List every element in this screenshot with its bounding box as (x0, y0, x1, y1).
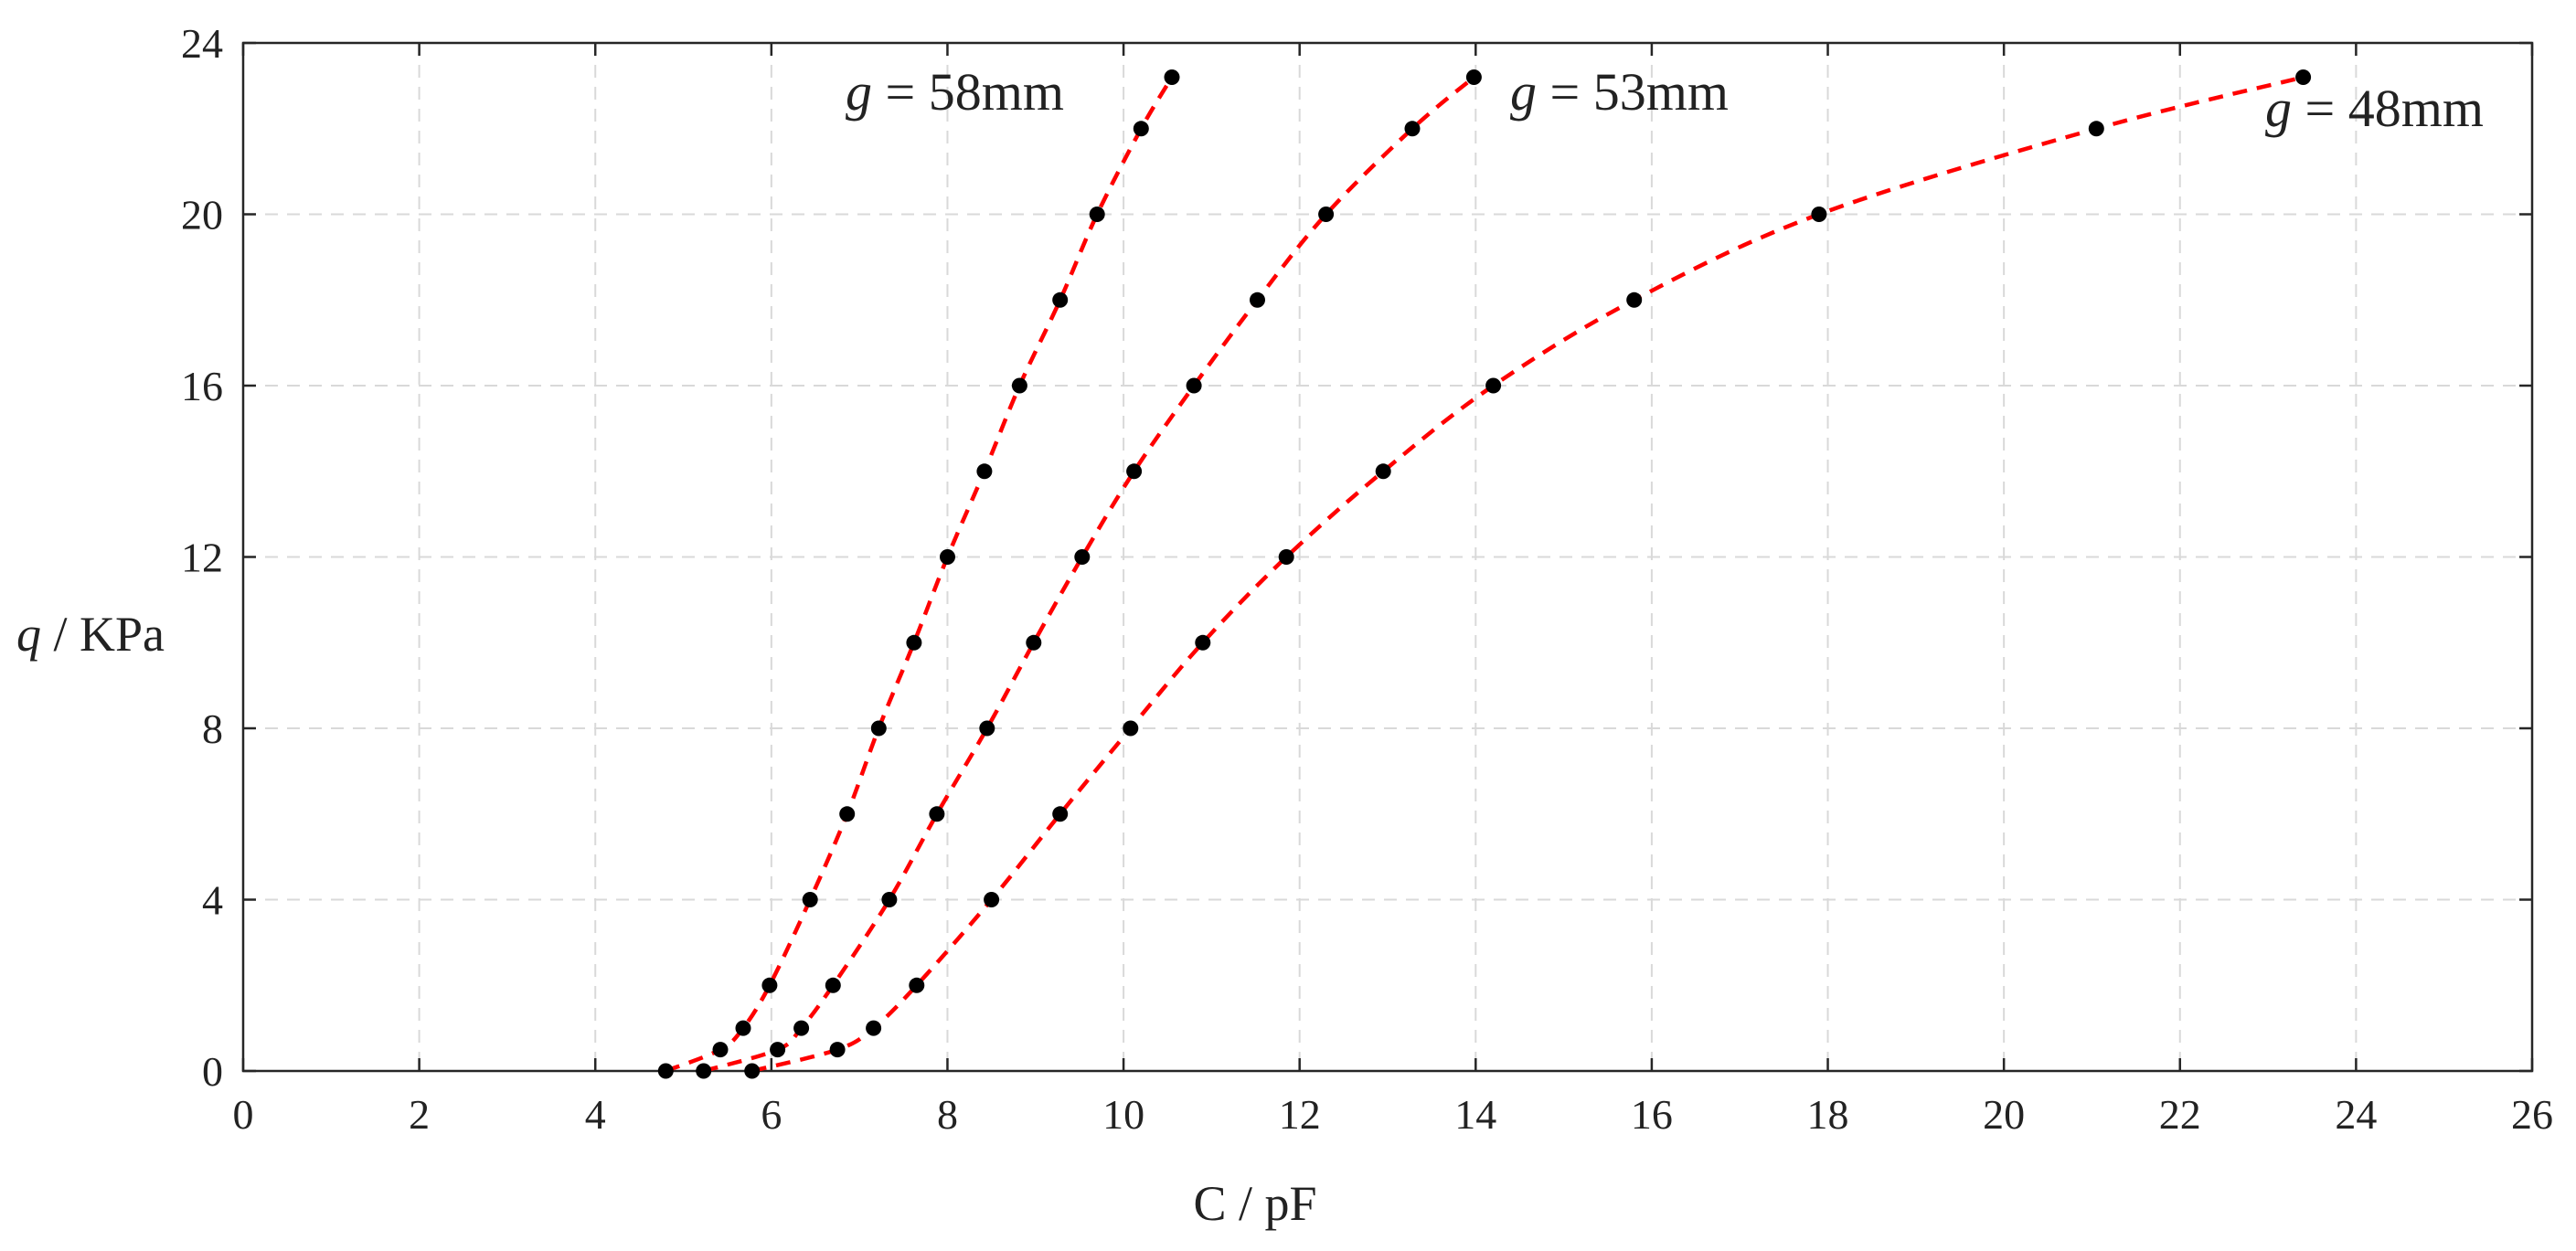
data-point-series-1 (1074, 549, 1091, 565)
data-point-series-0 (1052, 292, 1069, 308)
series-label-var: g (846, 62, 872, 122)
data-point-series-0 (657, 1063, 674, 1079)
y-axis-var: q (16, 607, 41, 662)
y-tick-label: 20 (181, 192, 223, 239)
fit-curve-series-0 (665, 76, 1174, 1074)
data-point-series-0 (735, 1020, 751, 1036)
data-point-series-2 (866, 1020, 882, 1036)
data-point-series-2 (1195, 634, 1211, 651)
x-axis-var: C (1193, 1176, 1226, 1231)
series-label-eq: = (1537, 62, 1593, 122)
y-axis-unit: KPa (80, 607, 165, 662)
y-tick-label: 16 (181, 363, 223, 409)
point-layer (657, 69, 2312, 1079)
data-point-series-1 (1126, 463, 1143, 480)
data-point-series-1 (1250, 292, 1265, 308)
fit-curve-series-1 (703, 75, 1475, 1074)
y-tick-label: 12 (181, 535, 223, 581)
series-label-var: g (1510, 62, 1537, 122)
data-point-series-1 (1026, 634, 1042, 651)
data-point-series-0 (802, 892, 818, 907)
x-tick-label: 14 (1454, 1091, 1496, 1138)
data-point-series-0 (1133, 121, 1149, 137)
data-point-series-2 (909, 977, 925, 993)
series-label-48mm: g = 48mm (2265, 79, 2484, 138)
series-label-53mm: g = 53mm (1510, 62, 1729, 122)
data-point-series-1 (1186, 377, 1202, 394)
data-point-series-1 (979, 720, 995, 737)
series-label-val: 58mm (929, 62, 1064, 122)
data-point-series-0 (1164, 69, 1180, 85)
y-axis-sep: / (41, 607, 80, 662)
x-tick-label: 26 (2511, 1091, 2553, 1138)
fit-curve-series-2 (751, 75, 2305, 1074)
data-point-series-0 (906, 634, 922, 651)
y-tick-label: 4 (202, 877, 223, 924)
data-point-series-0 (940, 549, 955, 565)
data-point-series-2 (2295, 69, 2312, 85)
x-tick-label: 6 (761, 1091, 782, 1138)
series-label-val: 48mm (2348, 79, 2484, 138)
x-tick-label: 10 (1102, 1091, 1144, 1138)
data-point-series-1 (793, 1020, 810, 1036)
x-tick-label: 22 (2159, 1091, 2201, 1138)
series-label-var: g (2265, 79, 2292, 138)
x-tick-label: 20 (1983, 1091, 2025, 1138)
data-point-series-1 (770, 1042, 786, 1058)
x-tick-label: 4 (585, 1091, 606, 1138)
data-point-series-2 (1811, 207, 1827, 222)
data-point-series-1 (1404, 121, 1421, 137)
x-tick-label: 0 (233, 1091, 254, 1138)
grid-layer (243, 43, 2532, 1071)
x-axis-sep: / (1226, 1176, 1264, 1231)
data-point-series-0 (1011, 377, 1027, 394)
x-tick-label: 18 (1807, 1091, 1849, 1138)
data-point-series-0 (839, 806, 856, 822)
data-point-series-2 (984, 892, 1000, 907)
fit-layer (665, 75, 2305, 1074)
y-tick-label: 24 (181, 20, 223, 67)
x-tick-label: 8 (937, 1091, 958, 1138)
x-axis-unit: pF (1265, 1176, 1317, 1231)
y-tick-label: 0 (202, 1048, 223, 1095)
data-point-series-2 (1626, 292, 1643, 308)
series-label-eq: = (872, 62, 929, 122)
y-axis-label: q / KPa (16, 607, 165, 662)
series-label-eq: = (2292, 79, 2348, 138)
data-point-series-1 (881, 892, 898, 907)
data-point-series-1 (825, 977, 841, 993)
data-point-series-0 (976, 463, 993, 480)
x-tick-label: 2 (409, 1091, 430, 1138)
data-point-series-2 (1278, 549, 1294, 565)
data-point-series-1 (1465, 69, 1482, 85)
data-point-series-1 (696, 1063, 712, 1079)
x-axis-label: C / pF (1193, 1176, 1316, 1231)
data-point-series-1 (929, 806, 945, 822)
series-label-val: 53mm (1593, 62, 1729, 122)
data-point-series-2 (1123, 720, 1139, 737)
data-point-series-2 (744, 1063, 761, 1079)
data-point-series-2 (1375, 463, 1391, 480)
data-point-series-1 (1318, 207, 1335, 222)
data-point-series-0 (761, 977, 778, 993)
data-point-series-0 (1089, 207, 1105, 222)
data-point-series-0 (712, 1042, 729, 1058)
data-point-series-2 (1052, 806, 1069, 822)
x-tick-label: 16 (1631, 1091, 1673, 1138)
data-point-series-0 (870, 720, 887, 737)
data-point-series-2 (829, 1042, 846, 1058)
data-point-series-2 (2088, 121, 2104, 137)
data-point-series-2 (1485, 377, 1502, 394)
x-tick-label: 12 (1279, 1091, 1321, 1138)
x-tick-label: 24 (2335, 1091, 2377, 1138)
y-tick-label: 8 (202, 705, 223, 752)
series-label-58mm: g = 58mm (846, 62, 1064, 122)
